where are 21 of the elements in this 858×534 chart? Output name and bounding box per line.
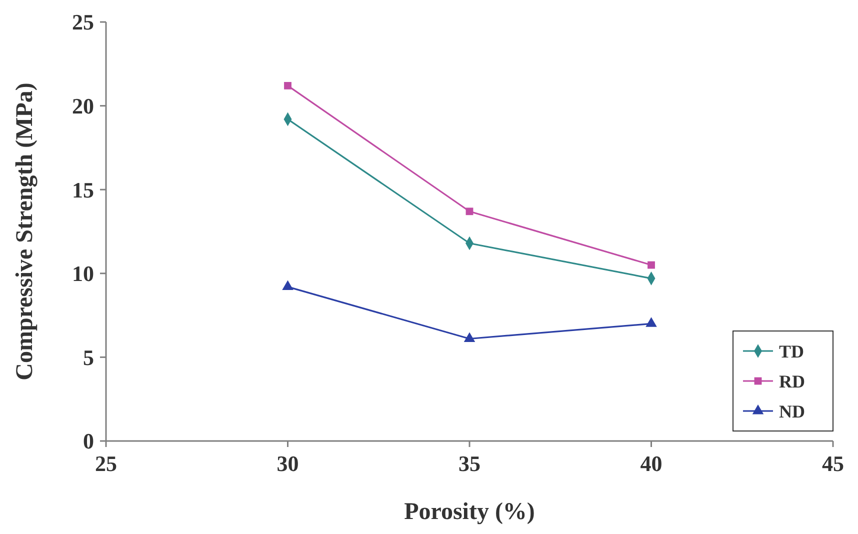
x-tick-label: 35	[458, 451, 480, 476]
x-tick-label: 30	[276, 451, 299, 476]
y-tick-label: 20	[72, 94, 94, 118]
legend-label: RD	[779, 371, 805, 392]
point	[466, 208, 474, 216]
y-tick-label: 10	[72, 261, 94, 286]
point	[648, 261, 655, 269]
x-tick-label: 40	[640, 451, 662, 476]
y-tick-label: 0	[83, 428, 94, 454]
x-tick-label: 45	[822, 451, 844, 476]
y-tick-label: 5	[83, 344, 94, 370]
point	[646, 317, 657, 327]
legend-label: ND	[779, 401, 805, 422]
point	[282, 280, 294, 290]
y-tick-label: 25	[72, 10, 94, 35]
y-axis-title: Compressive Strength (MPa)	[12, 82, 38, 380]
legend-label: TD	[779, 341, 804, 362]
x-axis-title: Porosity (%)	[404, 499, 535, 525]
point	[464, 332, 476, 342]
y-tick-label: 15	[72, 177, 94, 202]
point	[284, 82, 292, 90]
